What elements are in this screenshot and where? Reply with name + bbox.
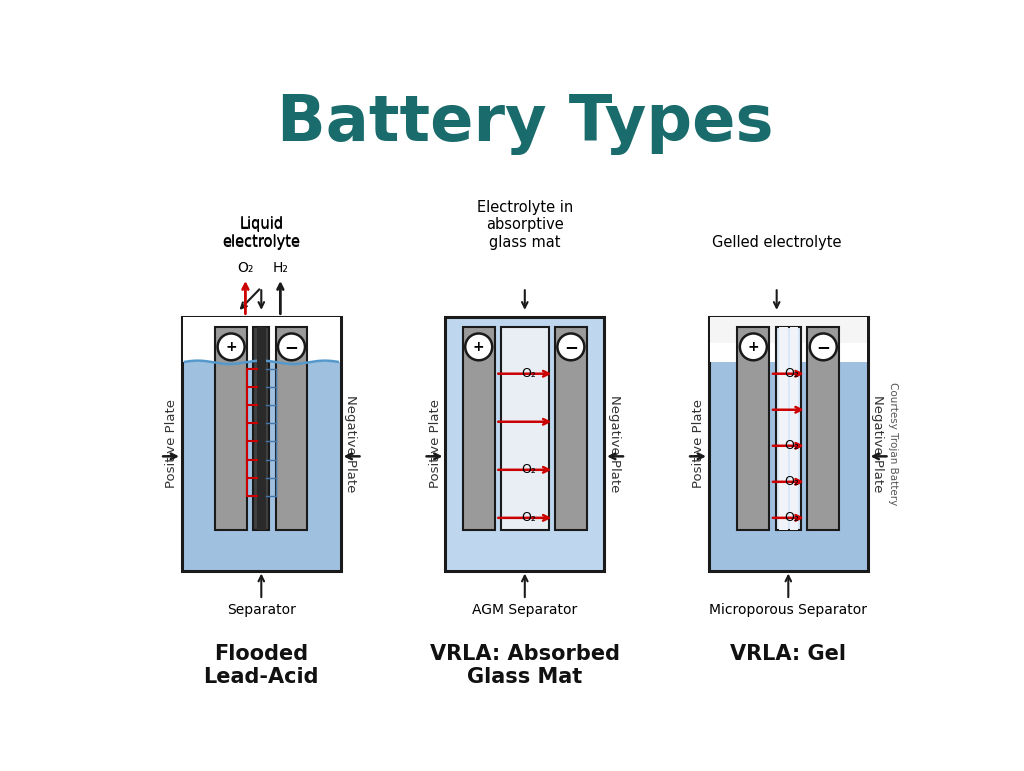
- Text: O₂: O₂: [784, 511, 800, 524]
- Text: O₂: O₂: [521, 511, 537, 524]
- Text: H₂: H₂: [272, 261, 289, 275]
- Text: Positive Plate: Positive Plate: [429, 399, 441, 488]
- Circle shape: [557, 334, 585, 360]
- Bar: [779, 327, 788, 530]
- Text: O₂: O₂: [521, 367, 537, 380]
- Bar: [709, 317, 867, 571]
- Text: +: +: [748, 340, 759, 354]
- Bar: [463, 327, 495, 530]
- Bar: [275, 327, 307, 530]
- Text: Flooded
Lead-Acid: Flooded Lead-Acid: [204, 644, 319, 687]
- Text: AGM Separator: AGM Separator: [472, 603, 578, 617]
- Circle shape: [218, 334, 245, 360]
- Text: Electrolyte in
absorptive
glass mat: Electrolyte in absorptive glass mat: [477, 200, 572, 250]
- Text: Microporous Separator: Microporous Separator: [710, 603, 867, 617]
- Text: Positive Plate: Positive Plate: [165, 399, 178, 488]
- Text: Separator: Separator: [227, 603, 296, 617]
- Text: −: −: [564, 338, 578, 356]
- Text: Liquid
electrolyte: Liquid electrolyte: [222, 217, 300, 250]
- Text: Courtesy Trojan Battery: Courtesy Trojan Battery: [888, 382, 898, 505]
- Text: Battery Types: Battery Types: [276, 93, 773, 155]
- Text: O₂: O₂: [238, 261, 254, 275]
- Bar: [775, 327, 801, 530]
- Bar: [710, 318, 867, 362]
- Text: +: +: [225, 340, 237, 354]
- Text: O₂: O₂: [784, 439, 800, 453]
- Circle shape: [740, 334, 767, 360]
- Text: Negative Plate: Negative Plate: [608, 395, 621, 493]
- Bar: [257, 327, 265, 530]
- Bar: [445, 317, 604, 571]
- Text: VRLA: Gel: VRLA: Gel: [730, 644, 846, 664]
- Bar: [253, 327, 269, 530]
- Text: +: +: [473, 340, 484, 354]
- Text: O₂: O₂: [521, 463, 537, 476]
- Circle shape: [278, 334, 305, 360]
- Bar: [182, 317, 341, 571]
- Text: O₂: O₂: [784, 367, 800, 380]
- Text: O₂: O₂: [784, 475, 800, 488]
- Circle shape: [465, 334, 493, 360]
- Bar: [737, 327, 769, 530]
- Bar: [182, 318, 340, 362]
- Bar: [501, 327, 549, 530]
- Text: VRLA: Absorbed
Glass Mat: VRLA: Absorbed Glass Mat: [430, 644, 620, 687]
- Bar: [215, 327, 247, 530]
- Bar: [555, 327, 587, 530]
- Circle shape: [810, 334, 837, 360]
- Bar: [807, 327, 839, 530]
- Bar: [710, 318, 867, 343]
- Bar: [790, 327, 799, 530]
- Text: −: −: [816, 338, 830, 356]
- Text: Gelled electrolyte: Gelled electrolyte: [712, 234, 842, 250]
- Text: Liquid
electrolyte: Liquid electrolyte: [222, 217, 300, 249]
- Text: Positive Plate: Positive Plate: [692, 399, 706, 488]
- Text: −: −: [285, 338, 298, 356]
- Text: Negative Plate: Negative Plate: [871, 395, 885, 493]
- Text: Negative Plate: Negative Plate: [344, 395, 357, 493]
